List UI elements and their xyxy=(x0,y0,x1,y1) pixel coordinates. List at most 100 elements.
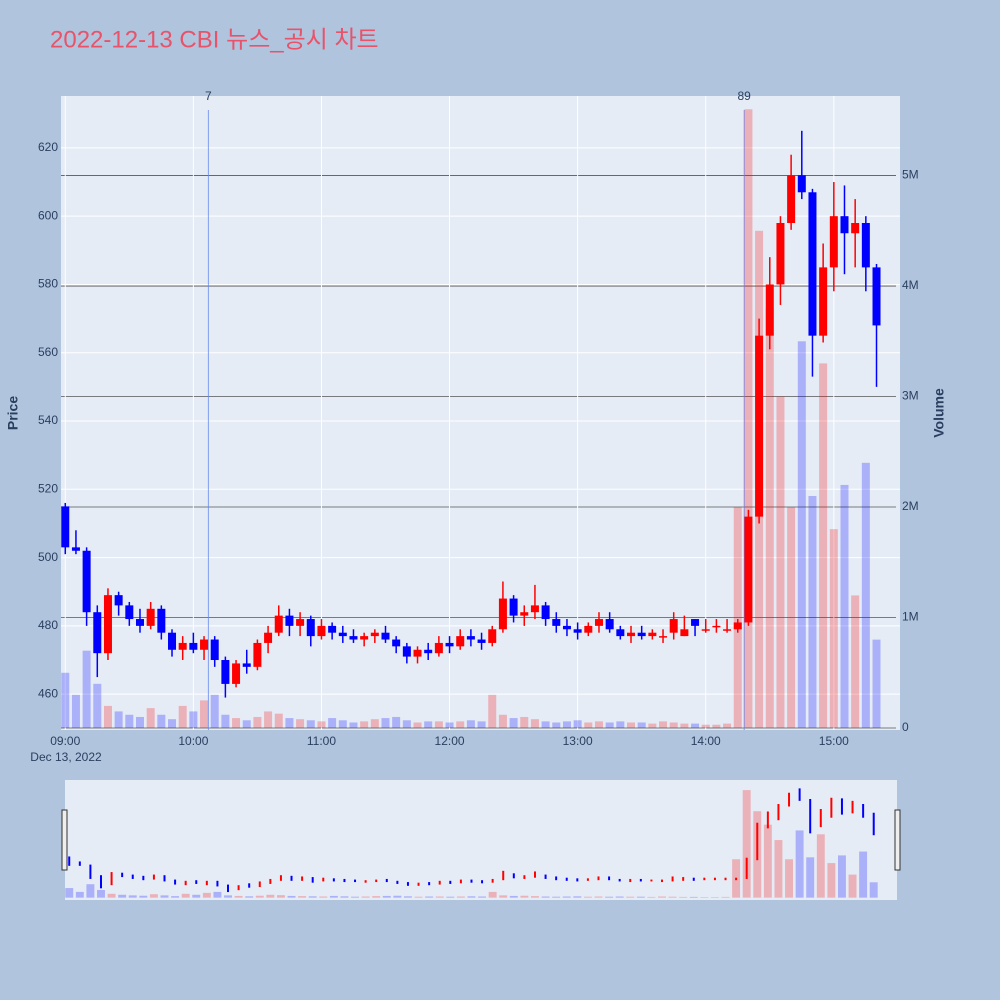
slider-volume-bar xyxy=(806,857,815,898)
candle-body xyxy=(680,629,689,637)
slider-volume-bar xyxy=(181,893,190,898)
volume-bar xyxy=(637,722,646,729)
y2-tick-label: 0 xyxy=(902,720,909,734)
slider-volume-bar xyxy=(456,896,465,898)
candle-body xyxy=(168,632,177,650)
volume-bar xyxy=(520,716,529,729)
slider-volume-bar xyxy=(213,891,222,898)
volume-bar xyxy=(573,720,582,729)
y2-tick-label: 1M xyxy=(902,610,919,624)
slider-volume-bar xyxy=(128,895,137,898)
volume-bar xyxy=(669,722,678,729)
volume-bar xyxy=(829,529,838,729)
y-tick-label: 580 xyxy=(38,277,58,291)
candle-body xyxy=(402,646,411,657)
volume-bar xyxy=(349,722,358,729)
candle-body xyxy=(509,598,518,616)
volume-bar xyxy=(381,718,390,729)
volume-bar xyxy=(445,722,454,729)
volume-bar xyxy=(797,341,806,729)
volume-bar xyxy=(434,721,443,729)
x-tick-label: 13:00 xyxy=(563,734,593,748)
slider-volume-bar xyxy=(414,896,423,898)
volume-bar xyxy=(210,694,219,729)
volume-bar xyxy=(594,721,603,729)
y-tick-label: 520 xyxy=(38,481,58,495)
volume-bar xyxy=(701,724,710,729)
volume-bar xyxy=(264,711,273,729)
slider-volume-bar xyxy=(774,840,783,898)
slider-volume-bar xyxy=(541,896,550,898)
volume-bar xyxy=(189,711,198,729)
candle-body xyxy=(840,216,849,234)
candle-body xyxy=(605,619,614,630)
volume-bar xyxy=(82,650,91,729)
plot-area xyxy=(61,96,900,730)
slider-volume-bar xyxy=(721,896,730,898)
slider-volume-bar xyxy=(319,896,328,898)
volume-bar xyxy=(232,718,241,729)
volume-bar xyxy=(285,718,294,729)
candle-body xyxy=(659,636,668,638)
x-tick-label: 14:00 xyxy=(691,734,721,748)
volume-bar xyxy=(456,721,465,729)
candle-body xyxy=(637,632,646,637)
candle-body xyxy=(552,619,561,626)
slider-volume-bar xyxy=(636,896,645,898)
y2-axis-title: Volume xyxy=(931,388,947,438)
y2-tick-label: 4M xyxy=(902,278,919,292)
volume-bar xyxy=(296,719,305,729)
volume-bar xyxy=(466,720,475,729)
slider-volume-bar xyxy=(509,895,518,898)
candle-body xyxy=(808,192,817,336)
candle-body xyxy=(253,642,262,667)
y-tick-label: 540 xyxy=(38,413,58,427)
volume-bar xyxy=(413,722,422,729)
volume-bar xyxy=(146,708,155,729)
candle-body xyxy=(819,267,828,336)
slider-handle[interactable] xyxy=(894,809,901,871)
slider-volume-bar xyxy=(562,896,571,898)
slider-volume-bar xyxy=(149,894,158,898)
slider-volume-bar xyxy=(679,896,688,898)
slider-volume-bar xyxy=(351,896,360,898)
volume-bar xyxy=(157,714,166,729)
slider-volume-bar xyxy=(467,896,476,898)
slider-volume-bar xyxy=(763,824,772,898)
slider-volume-bar xyxy=(245,896,254,898)
slider-volume-bar xyxy=(287,895,296,898)
volume-bar xyxy=(125,714,134,729)
annotation-label: 89 xyxy=(737,89,751,103)
candle-body xyxy=(61,506,70,548)
volume-bar xyxy=(328,718,337,729)
candle-body xyxy=(360,636,369,640)
candle-body xyxy=(328,625,337,633)
candle-body xyxy=(221,660,230,684)
candle-body xyxy=(765,284,774,336)
slider-volume-bar xyxy=(795,830,804,898)
volume-bar xyxy=(872,639,881,729)
candle-body xyxy=(584,625,593,633)
range-slider[interactable] xyxy=(65,780,897,900)
volume-bar xyxy=(338,720,347,729)
y-tick-label: 620 xyxy=(38,140,58,154)
candle-body xyxy=(776,223,785,285)
volume-bar xyxy=(723,723,732,729)
candle-body xyxy=(93,612,102,654)
candle-body xyxy=(370,632,379,637)
candle-body xyxy=(210,639,219,661)
candle-body xyxy=(114,595,123,606)
candle-body xyxy=(797,175,806,193)
x-tick-label: 12:00 xyxy=(435,734,465,748)
candle-body xyxy=(530,605,539,613)
slider-volume-bar xyxy=(139,895,148,898)
slider-volume-bar xyxy=(552,896,561,898)
volume-bar xyxy=(114,711,123,729)
slider-volume-bar xyxy=(403,896,412,898)
volume-bar xyxy=(627,722,636,729)
slider-volume-bar xyxy=(361,896,370,898)
volume-bar xyxy=(552,722,561,729)
volume-bar xyxy=(680,723,689,729)
slider-handle[interactable] xyxy=(61,809,68,871)
slider-volume-bar xyxy=(160,895,169,898)
